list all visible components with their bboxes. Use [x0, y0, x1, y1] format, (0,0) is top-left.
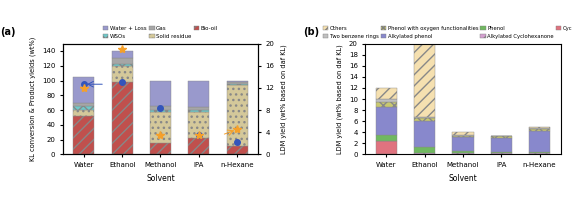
Bar [112, 66, 133, 82]
Bar [452, 153, 474, 154]
Bar [150, 106, 171, 110]
Y-axis label: KL conversion & Product yields (wt%): KL conversion & Product yields (wt%) [30, 37, 36, 161]
Bar [112, 82, 133, 154]
Text: (b): (b) [303, 27, 319, 37]
Bar [150, 81, 171, 106]
Bar [491, 136, 512, 138]
Bar [414, 121, 435, 147]
Bar [529, 153, 550, 154]
Bar [73, 110, 94, 116]
Bar [414, 147, 435, 153]
Bar [529, 128, 550, 129]
Bar [414, 117, 435, 118]
Bar [188, 81, 209, 107]
Bar [491, 153, 512, 154]
Bar [452, 135, 474, 136]
Legend: Water + Loss, WSOs, Gas, Solid residue, Bio-oil: Water + Loss, WSOs, Gas, Solid residue, … [103, 26, 218, 39]
Bar [188, 111, 209, 138]
Bar [491, 152, 512, 153]
Bar [529, 152, 550, 153]
Y-axis label: LDM yield (wt% based on daf KL): LDM yield (wt% based on daf KL) [337, 44, 343, 154]
Bar [452, 137, 474, 151]
X-axis label: Solvent: Solvent [146, 174, 175, 183]
Bar [73, 116, 94, 154]
Bar [227, 84, 248, 85]
Bar [529, 131, 550, 152]
Legend: Others, Two benzene rings, Phenol with oxygen functionalities, Alkylated phenol,: Others, Two benzene rings, Phenol with o… [323, 26, 572, 39]
Bar [491, 138, 512, 152]
Bar [73, 77, 94, 103]
Bar [376, 88, 397, 99]
Bar [227, 85, 248, 146]
Bar [414, 44, 435, 117]
Bar [150, 111, 171, 143]
Bar [414, 118, 435, 121]
Bar [227, 146, 248, 154]
Bar [188, 110, 209, 111]
Bar [150, 110, 171, 111]
Bar [73, 103, 94, 106]
X-axis label: Solvent: Solvent [448, 174, 478, 183]
Bar [452, 136, 474, 137]
Bar [376, 99, 397, 102]
Bar [227, 82, 248, 84]
Bar [112, 64, 133, 66]
Bar [529, 127, 550, 128]
Text: (a): (a) [1, 27, 16, 37]
Bar [414, 153, 435, 154]
Bar [188, 107, 209, 110]
Bar [452, 151, 474, 153]
Bar [376, 102, 397, 107]
Bar [73, 106, 94, 110]
Bar [112, 58, 133, 64]
Y-axis label: LDM yield (wt% based on daf KL): LDM yield (wt% based on daf KL) [280, 44, 287, 154]
Bar [376, 135, 397, 141]
Bar [112, 51, 133, 58]
Bar [452, 132, 474, 135]
Bar [376, 107, 397, 135]
Bar [227, 81, 248, 82]
Bar [376, 141, 397, 154]
Bar [150, 143, 171, 154]
Bar [188, 138, 209, 154]
Bar [529, 129, 550, 131]
